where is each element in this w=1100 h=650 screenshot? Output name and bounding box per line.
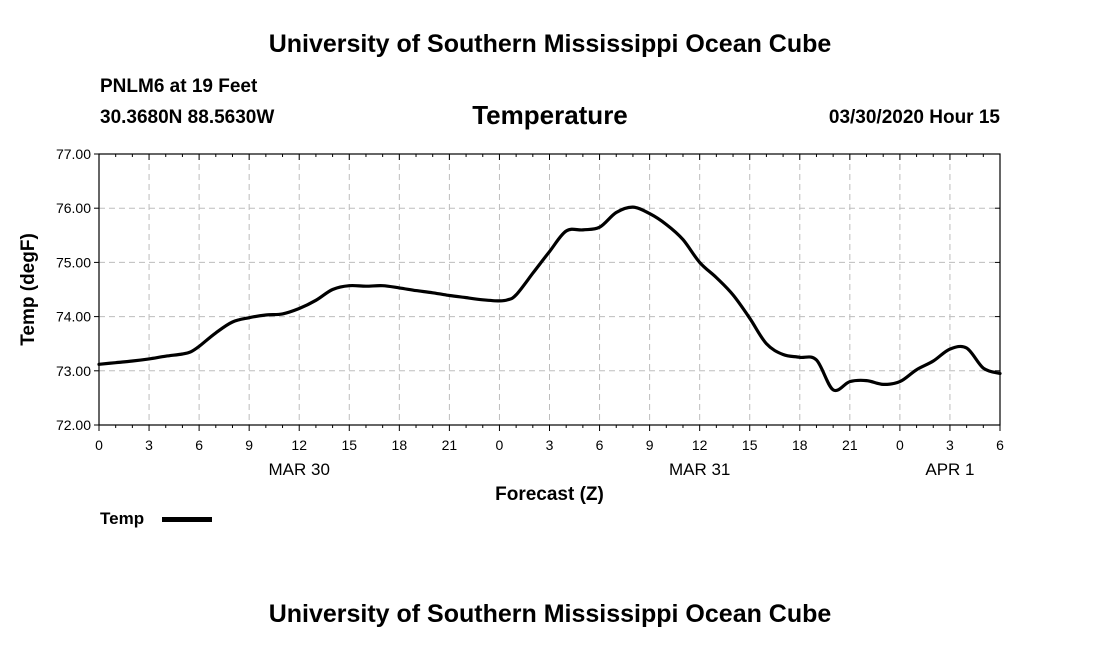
series-line-temp	[97, 205, 1002, 393]
y-tick-label: 76.00	[56, 200, 91, 216]
x-tick-label: 21	[842, 437, 858, 453]
top-title: University of Southern Mississippi Ocean…	[268, 30, 832, 58]
x-tick-label: 9	[646, 437, 654, 453]
x-tick-label: 12	[291, 437, 307, 453]
legend-line-swatch	[162, 517, 212, 522]
y-tick-label: 75.00	[56, 254, 91, 270]
x-axis-title: Forecast (Z)	[495, 484, 604, 505]
x-tick-label: 15	[742, 437, 758, 453]
x-tick-label: 3	[546, 437, 554, 453]
station-label: PNLM6 at 19 Feet	[100, 76, 258, 97]
x-tick-label: 12	[692, 437, 708, 453]
y-tick-label: 77.00	[56, 146, 91, 162]
x-tick-label: 6	[596, 437, 604, 453]
y-tick-label: 72.00	[56, 417, 91, 433]
station-coordinates: 30.3680N 88.5630W	[100, 107, 275, 128]
x-tick-label: 6	[996, 437, 1004, 453]
x-tick-label: 3	[946, 437, 954, 453]
x-tick-label: 0	[95, 437, 103, 453]
bottom-title: University of Southern Mississippi Ocean…	[268, 600, 832, 628]
x-tick-label: 15	[341, 437, 357, 453]
date-label: APR 1	[925, 460, 974, 479]
x-tick-label: 18	[392, 437, 408, 453]
x-tick-label: 6	[195, 437, 203, 453]
y-tick-label: 73.00	[56, 363, 91, 379]
chart-title: Temperature	[472, 100, 628, 130]
forecast-timestamp: 03/30/2020 Hour 15	[828, 107, 1000, 128]
x-tick-label: 18	[792, 437, 808, 453]
legend-label: Temp	[100, 509, 145, 528]
x-tick-label: 21	[442, 437, 458, 453]
date-label: MAR 30	[269, 460, 330, 479]
date-label: MAR 31	[669, 460, 730, 479]
x-tick-label: 0	[896, 437, 904, 453]
y-tick-label: 74.00	[56, 309, 91, 325]
y-axis-title: Temp (degF)	[18, 233, 39, 346]
x-tick-label: 0	[496, 437, 504, 453]
x-tick-label: 9	[245, 437, 253, 453]
x-tick-label: 3	[145, 437, 153, 453]
